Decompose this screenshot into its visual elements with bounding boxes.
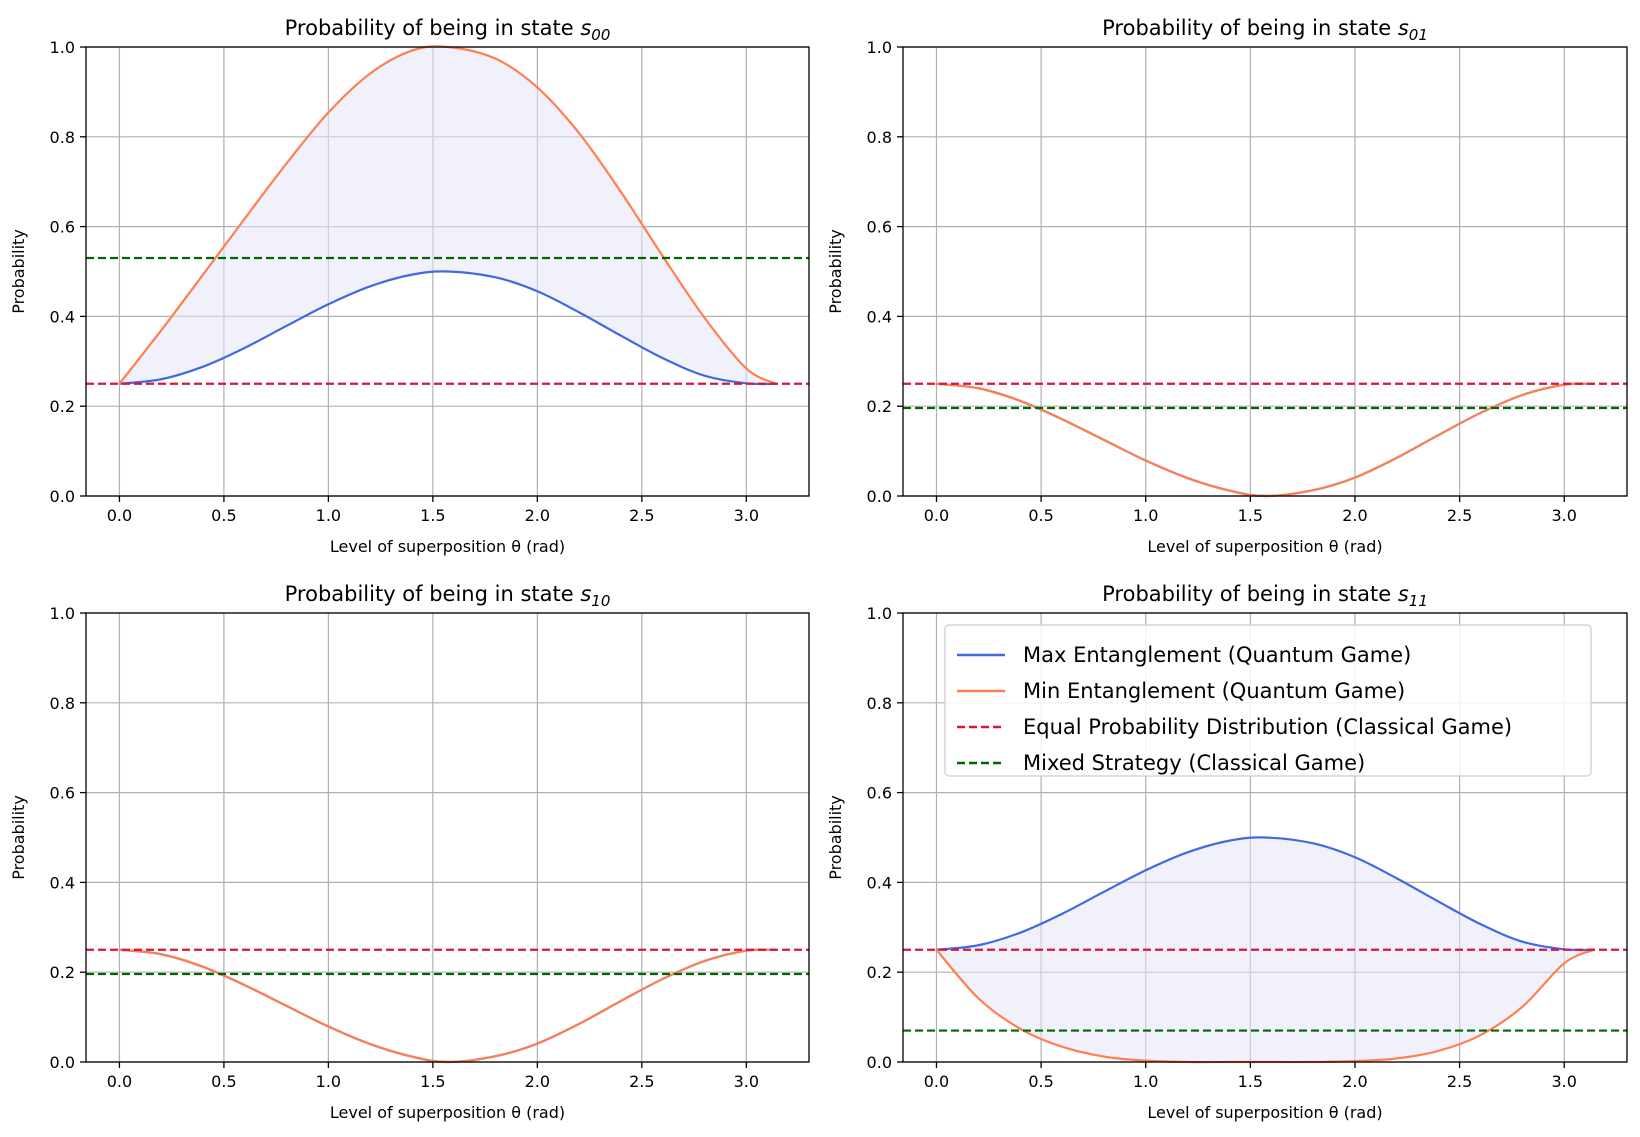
x-tick-label: 2.5 [629, 1072, 654, 1091]
x-axis-label: Level of superposition θ (rad) [1147, 537, 1382, 556]
y-tick-label: 0.6 [867, 218, 892, 237]
axes-frame [902, 612, 1628, 1063]
legend-entry: Equal Probability Distribution (Classica… [1023, 715, 1512, 739]
x-tick-label: 0.5 [1028, 506, 1053, 525]
series-max-entanglement-quantum-game [119, 270, 776, 386]
y-axis-label: Probability [9, 795, 28, 880]
x-tick-label: 0.5 [211, 506, 236, 525]
axes-frame [85, 46, 810, 497]
y-tick-label: 0.4 [50, 307, 75, 326]
subplot-00: 0.0 0.5 1.0 1.5 2.0 2.5 3.0 0.0 0.2 0.4 0.6 0.8 1.0 L… [9, 16, 810, 556]
subplot-title: Probability of being in state s10 [285, 582, 611, 610]
series-min-entanglement-quantum-game [936, 382, 1594, 498]
y-axis-label: Probability [826, 229, 845, 314]
fill-between-area [119, 46, 776, 385]
subplot-title: Probability of being in state s00 [285, 16, 611, 44]
y-tick-label: 0.0 [50, 487, 75, 506]
x-tick-label: 1.0 [1133, 1072, 1158, 1091]
x-tick-label: 0.0 [107, 506, 132, 525]
y-tick-label: 0.0 [867, 1053, 892, 1072]
x-tick-label: 2.0 [525, 506, 550, 525]
axes-frame [902, 46, 1628, 497]
subplot-title: Probability of being in state s01 [1102, 16, 1428, 44]
legend-entry: Mixed Strategy (Classical Game) [1023, 751, 1365, 775]
x-tick-label: 0.5 [1028, 1072, 1053, 1091]
x-tick-label: 3.0 [734, 1072, 759, 1091]
y-tick-label: 0.0 [50, 1053, 75, 1072]
y-tick-label: 0.2 [867, 397, 892, 416]
legend-box [944, 624, 1592, 777]
x-tick-label: 1.5 [420, 506, 445, 525]
x-tick-label: 1.5 [1238, 506, 1263, 525]
legend: Max Entanglement (Quantum Game) Min Entan… [944, 624, 1592, 777]
subplot-11: 0.0 0.5 1.0 1.5 2.0 2.5 3.0 0.0 0.2 0.4 0.6 0.8 1.0 L… [826, 582, 1628, 1122]
subplot-01: 0.0 0.5 1.0 1.5 2.0 2.5 3.0 0.0 0.2 0.4 0.6 0.8 1.0 L… [826, 16, 1628, 556]
y-tick-label: 0.6 [50, 218, 75, 237]
y-tick-label: 0.8 [50, 128, 75, 147]
x-tick-label: 0.0 [924, 1072, 949, 1091]
axes-frame [85, 612, 810, 1063]
x-axis-label: Level of superposition θ (rad) [330, 537, 565, 556]
y-tick-label: 0.6 [867, 784, 892, 803]
subplot-10: 0.0 0.5 1.0 1.5 2.0 2.5 3.0 0.0 0.2 0.4 0.6 0.8 1.0 L… [9, 582, 810, 1122]
x-tick-label: 1.5 [1238, 1072, 1263, 1091]
x-axis-label: Level of superposition θ (rad) [330, 1103, 565, 1122]
series-max-entanglement-quantum-game [936, 382, 1594, 498]
x-tick-label: 2.5 [1447, 1072, 1472, 1091]
legend-entry: Max Entanglement (Quantum Game) [1023, 643, 1411, 667]
x-tick-label: 1.0 [316, 506, 341, 525]
y-tick-label: 0.2 [867, 963, 892, 982]
y-tick-label: 0.2 [50, 963, 75, 982]
x-tick-label: 2.0 [525, 1072, 550, 1091]
x-tick-label: 2.5 [1447, 506, 1472, 525]
y-tick-label: 0.8 [867, 128, 892, 147]
x-tick-label: 2.0 [1342, 1072, 1367, 1091]
y-tick-label: 0.8 [867, 694, 892, 713]
x-tick-label: 0.5 [211, 1072, 236, 1091]
series-min-entanglement-quantum-game [119, 948, 776, 1064]
x-tick-label: 0.0 [924, 506, 949, 525]
y-tick-label: 1.0 [50, 604, 75, 623]
x-tick-label: 1.0 [1133, 506, 1158, 525]
y-tick-label: 1.0 [867, 604, 892, 623]
x-tick-label: 2.5 [629, 506, 654, 525]
y-tick-label: 0.4 [867, 307, 892, 326]
y-tick-label: 0.4 [867, 873, 892, 892]
x-tick-label: 3.0 [734, 506, 759, 525]
y-tick-label: 0.4 [50, 873, 75, 892]
x-tick-label: 1.5 [420, 1072, 445, 1091]
y-tick-label: 1.0 [50, 38, 75, 57]
series-max-entanglement-quantum-game [936, 836, 1594, 952]
legend-entry: Min Entanglement (Quantum Game) [1023, 679, 1405, 703]
x-tick-label: 1.0 [316, 1072, 341, 1091]
x-tick-label: 3.0 [1551, 1072, 1576, 1091]
y-tick-label: 0.0 [867, 487, 892, 506]
y-tick-label: 0.2 [50, 397, 75, 416]
y-tick-label: 1.0 [867, 38, 892, 57]
x-axis-label: Level of superposition θ (rad) [1147, 1103, 1382, 1122]
y-tick-label: 0.6 [50, 784, 75, 803]
x-tick-label: 0.0 [107, 1072, 132, 1091]
y-axis-label: Probability [9, 229, 28, 314]
y-axis-label: Probability [826, 795, 845, 880]
series-max-entanglement-quantum-game [119, 948, 776, 1064]
y-tick-label: 0.8 [50, 694, 75, 713]
x-tick-label: 3.0 [1551, 506, 1576, 525]
x-tick-label: 2.0 [1342, 506, 1367, 525]
subplot-title: Probability of being in state s11 [1102, 582, 1428, 610]
